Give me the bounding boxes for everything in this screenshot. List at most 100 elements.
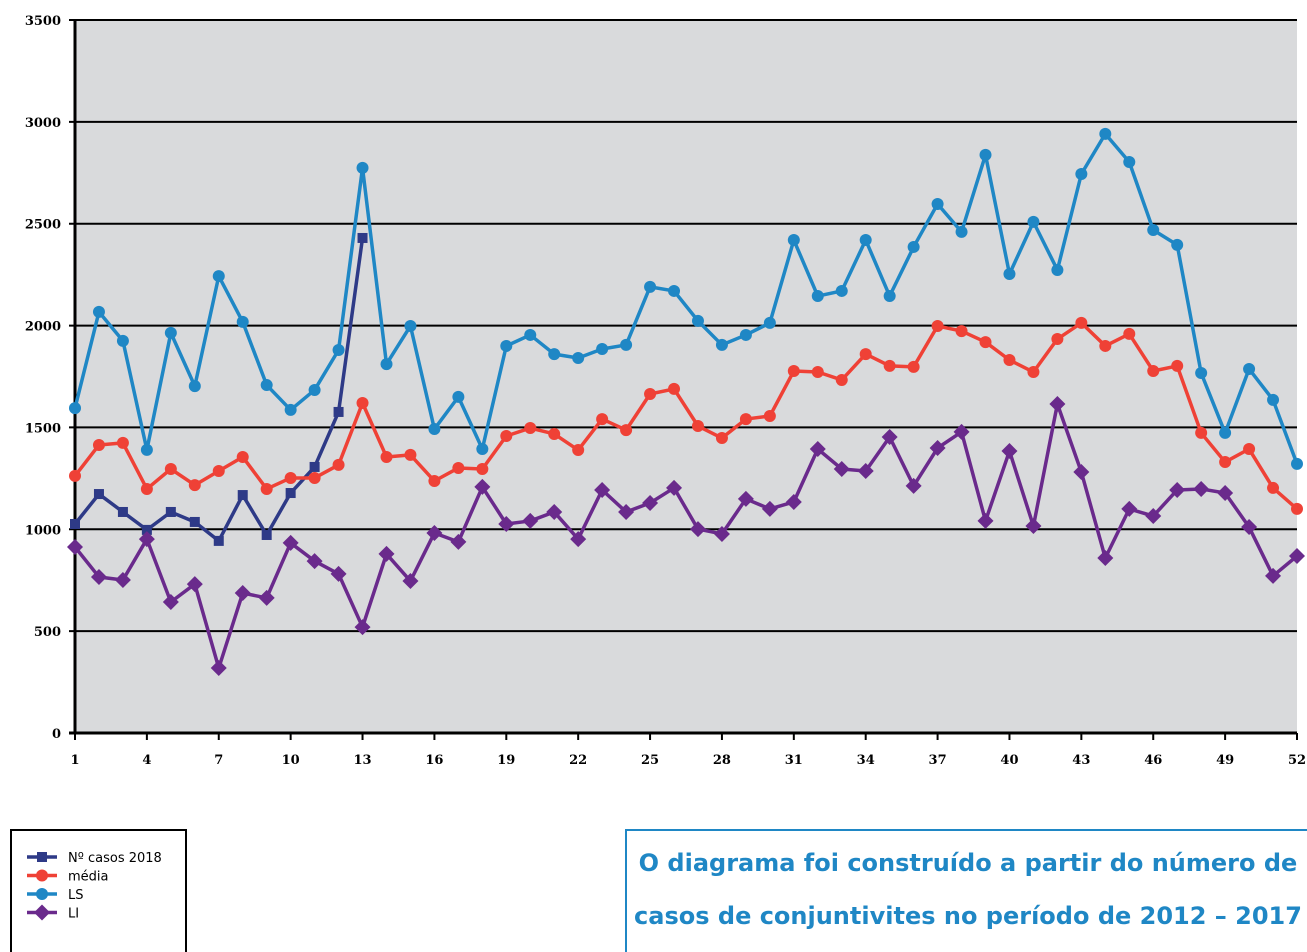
data-point <box>787 364 800 377</box>
series-line <box>73 321 1299 511</box>
data-point <box>787 234 800 247</box>
data-point <box>620 424 633 437</box>
data-point <box>620 338 633 351</box>
x-tick-label: 13 <box>353 753 371 768</box>
data-point <box>474 478 491 495</box>
data-point <box>164 326 177 339</box>
legend-label: média <box>68 870 109 885</box>
x-tick-label: 28 <box>713 753 731 768</box>
data-point <box>500 339 513 352</box>
data-point <box>739 328 752 341</box>
data-point <box>404 319 417 332</box>
annotation-box <box>625 829 1307 952</box>
data-point <box>90 568 107 585</box>
data-point <box>67 539 83 556</box>
data-point <box>186 576 203 593</box>
data-point <box>859 234 872 247</box>
data-point <box>1051 263 1064 276</box>
data-point <box>572 351 585 364</box>
data-point <box>1171 359 1184 372</box>
x-tick-label: 43 <box>1072 753 1090 768</box>
data-point <box>1217 485 1234 502</box>
data-point <box>1145 508 1162 525</box>
data-point <box>92 438 105 451</box>
data-point <box>570 531 587 548</box>
data-point <box>1171 238 1184 251</box>
x-tick-label: 22 <box>569 753 587 768</box>
data-point <box>644 280 657 293</box>
data-point <box>596 413 609 426</box>
series-line <box>73 132 1299 465</box>
data-point <box>1193 480 1210 497</box>
data-point <box>428 475 441 488</box>
x-tick-label: 4 <box>142 753 151 768</box>
data-point <box>931 197 944 210</box>
data-point <box>141 524 152 535</box>
data-point <box>162 594 179 611</box>
data-point <box>905 477 922 494</box>
data-point <box>212 270 225 283</box>
x-tick-label: 1 <box>70 753 79 768</box>
data-point <box>404 448 417 461</box>
data-point <box>309 461 320 472</box>
data-point <box>955 325 968 338</box>
y-tick-label: 3000 <box>25 116 61 131</box>
data-point <box>354 619 371 636</box>
data-point <box>236 450 249 463</box>
data-point <box>1003 268 1016 281</box>
data-point <box>1147 224 1160 237</box>
data-point <box>1123 155 1136 168</box>
data-point <box>1097 550 1114 567</box>
data-point <box>210 660 227 677</box>
data-point <box>618 503 635 520</box>
annotation: O diagrama foi construído a partir do nú… <box>639 849 1298 877</box>
data-point <box>1291 502 1303 515</box>
data-point <box>212 465 225 478</box>
y-tick-label: 1500 <box>25 421 61 436</box>
data-point <box>500 429 513 442</box>
y-tick-label: 2500 <box>25 218 61 233</box>
data-point <box>1003 353 1016 366</box>
data-point <box>138 531 155 548</box>
data-point <box>881 429 898 446</box>
data-point <box>380 450 393 463</box>
data-point <box>883 359 896 372</box>
data-point <box>833 460 850 477</box>
data-point <box>1075 316 1088 329</box>
data-point <box>666 479 683 496</box>
data-point <box>979 336 992 349</box>
y-tick-label: 1000 <box>25 523 61 538</box>
x-tick-label: 49 <box>1216 753 1234 768</box>
data-point <box>572 444 585 457</box>
data-point <box>835 373 848 386</box>
data-point <box>1219 426 1232 439</box>
data-point <box>258 589 275 606</box>
data-point <box>1243 443 1256 456</box>
data-point <box>69 402 81 415</box>
data-point <box>811 290 824 303</box>
data-point <box>785 493 802 510</box>
annotation: casos de conjuntivites no período de 201… <box>634 902 1302 930</box>
data-point <box>69 469 81 482</box>
data-point <box>1291 457 1303 470</box>
data-point <box>356 161 369 174</box>
data-point <box>835 284 848 297</box>
x-tick-label: 31 <box>785 753 803 768</box>
data-point <box>1027 366 1040 379</box>
data-point <box>763 316 776 329</box>
data-point <box>1001 443 1018 460</box>
data-point <box>1195 367 1208 380</box>
data-point <box>524 422 537 435</box>
x-tick-label: 7 <box>214 753 223 768</box>
legend-marker <box>34 904 50 921</box>
data-point <box>596 342 609 355</box>
data-point <box>308 471 321 484</box>
data-point <box>260 482 273 495</box>
data-point <box>522 512 539 529</box>
data-point <box>452 390 465 403</box>
data-point <box>188 479 201 492</box>
data-point <box>644 388 657 401</box>
x-tick-label: 10 <box>282 753 300 768</box>
data-point <box>1265 567 1282 584</box>
